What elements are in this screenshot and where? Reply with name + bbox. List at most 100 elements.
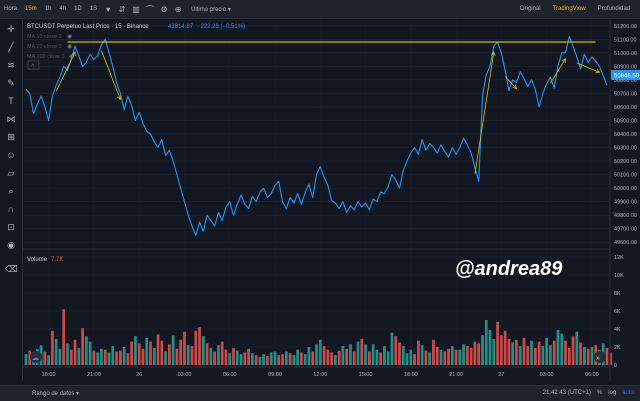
time-tick-label: 26 xyxy=(136,372,142,378)
legend-ma20[interactable]: MA 20 close 0 xyxy=(27,44,62,50)
eye-icon[interactable]: ◉ xyxy=(67,34,72,40)
volume-bar xyxy=(515,339,518,365)
pattern-icon[interactable]: ⋈ xyxy=(6,114,16,124)
time-tick-label: 18:00 xyxy=(404,372,418,378)
tradingview-logo-icon[interactable] xyxy=(30,351,42,363)
volume-bar xyxy=(115,351,118,365)
volume-bar xyxy=(307,347,311,365)
timeframe-1d[interactable]: 1D xyxy=(74,6,82,12)
measure-icon[interactable]: ⊞ xyxy=(7,132,15,142)
magnet-icon[interactable]: ∩ xyxy=(7,204,15,214)
volume-bar xyxy=(43,351,47,365)
indicators-icon[interactable]: ⇵ xyxy=(118,4,126,14)
volume-bar xyxy=(447,348,450,365)
volume-bar xyxy=(356,341,360,365)
volume-bar xyxy=(130,341,133,365)
crosshair-icon[interactable]: ✛ xyxy=(7,24,15,34)
volume-bar xyxy=(341,346,345,365)
zoom-icon[interactable]: ⌕ xyxy=(8,186,14,196)
view-tradingview[interactable]: TradingView xyxy=(552,6,586,12)
legend-ma10[interactable]: MA 10 close 0 xyxy=(27,34,62,40)
annotation-layer xyxy=(55,41,601,174)
volume-bar xyxy=(466,346,469,365)
price-chart-svg[interactable]: 51200.00 51100.00 51000.00 50900.00 50800.00… xyxy=(23,19,640,381)
volume-bar xyxy=(518,346,522,365)
fib-icon[interactable]: ≋ xyxy=(7,60,15,70)
volume-bar xyxy=(171,335,175,365)
timeframe-time[interactable]: Hora xyxy=(4,6,18,12)
legend-last-price: 43814.87 xyxy=(168,24,194,30)
arrow-up-3 xyxy=(550,58,566,84)
volume-bar xyxy=(383,346,386,365)
data-range-label: Rango de datos xyxy=(32,391,75,397)
volume-bar xyxy=(579,342,582,365)
time-tick-label: 21:00 xyxy=(87,372,101,378)
time-tick-label: 03:00 xyxy=(540,372,554,378)
bar-style-icon[interactable]: ▥ xyxy=(132,4,140,14)
time-tick-label: 15:00 xyxy=(359,372,373,378)
add-icon[interactable]: ⊕ xyxy=(174,4,182,14)
brush-icon[interactable]: ✎ xyxy=(7,78,15,88)
volume-bar xyxy=(552,340,556,365)
eye-icon[interactable]: ◉ xyxy=(7,240,15,250)
volume-bar xyxy=(213,351,216,365)
volume-bar xyxy=(281,354,284,365)
time-tick-label: 03:00 xyxy=(178,372,192,378)
percent-toggle[interactable]: % xyxy=(596,390,603,396)
volume-bar xyxy=(194,330,198,365)
volume-bar xyxy=(443,351,447,365)
ruler-icon[interactable]: ▱ xyxy=(7,168,15,178)
volume-bar xyxy=(156,334,160,365)
chevron-up-icon: ˄ xyxy=(31,64,35,70)
auto-toggle[interactable]: auto xyxy=(622,390,634,396)
volume-bar xyxy=(209,347,213,365)
volume-bar xyxy=(560,333,564,365)
volume-bar xyxy=(586,348,590,365)
text-icon[interactable]: T xyxy=(8,96,14,106)
timeframe-1w[interactable]: 1S xyxy=(89,6,98,12)
log-toggle[interactable]: log xyxy=(608,390,617,396)
drawing-toolbar: ✛ ╱ ≋ ✎ T ⋈ ⊞ ☺ ▱ ⌕ ∩ ⊡ ◉ ⌫ xyxy=(0,19,23,381)
legend-ma100[interactable]: MA 100 close 0 xyxy=(27,54,65,60)
volume-bar xyxy=(239,354,243,365)
price-tick-label: 50300.00 xyxy=(614,146,637,152)
data-range-button[interactable]: Rango de datos ▾ xyxy=(32,391,80,397)
scroll-right-button[interactable] xyxy=(594,351,606,363)
trend-line-icon[interactable]: ╱ xyxy=(8,42,14,52)
settings-icon[interactable]: ⚙ xyxy=(160,4,168,14)
lock-icon[interactable]: ⊡ xyxy=(7,222,15,232)
price-source-dropdown[interactable]: Último precio ▾ xyxy=(191,6,231,13)
chevron-down-icon[interactable]: ▾ xyxy=(106,4,111,14)
volume-bar xyxy=(107,352,111,365)
volume-bar xyxy=(405,353,409,365)
view-original[interactable]: Original xyxy=(519,6,541,12)
eye-icon[interactable]: ◉ xyxy=(69,54,74,60)
volume-bar xyxy=(118,350,122,365)
volume-bar xyxy=(326,349,330,365)
chart-area[interactable]: 51200.00 51100.00 51000.00 50900.00 50800.00… xyxy=(23,19,640,381)
eye-icon[interactable]: ◉ xyxy=(67,44,72,50)
trash-icon[interactable]: ⌫ xyxy=(5,264,18,274)
volume-bar xyxy=(590,347,594,365)
emoji-icon[interactable]: ☺ xyxy=(6,150,16,160)
volume-bar xyxy=(605,347,609,365)
volume-bar xyxy=(379,352,382,365)
arrow-up-1-head xyxy=(71,51,76,57)
volume-bar xyxy=(337,350,341,365)
line-style-icon[interactable]: ⌒ xyxy=(146,4,155,14)
volume-bar xyxy=(371,344,375,365)
volume-legend-value: 7.7K xyxy=(51,257,63,263)
collapse-legend-button[interactable] xyxy=(27,60,40,70)
volume-bar xyxy=(450,346,454,365)
volume-bar xyxy=(288,353,292,365)
volume-bar xyxy=(186,345,190,365)
timeframe-4h[interactable]: 4h xyxy=(59,6,67,12)
volume-bar xyxy=(28,350,32,365)
timeframe-15m[interactable]: 15m xyxy=(25,6,37,12)
volume-bar xyxy=(549,345,552,365)
timeframe-1h[interactable]: 1h xyxy=(44,6,52,12)
volume-bar xyxy=(492,338,496,365)
volume-bar xyxy=(537,341,541,365)
view-depth[interactable]: Profundidad xyxy=(597,6,630,12)
volume-bar xyxy=(100,348,103,365)
